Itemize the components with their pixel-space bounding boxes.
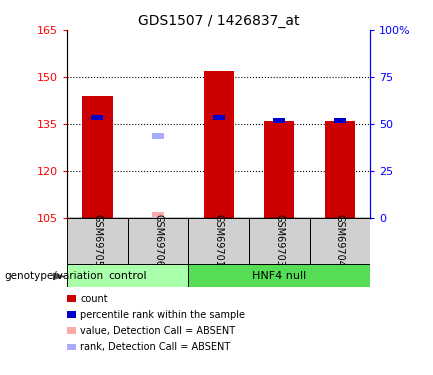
Text: HNF4 null: HNF4 null (252, 271, 307, 280)
Bar (188, 264, 370, 287)
Bar (67, 264, 188, 287)
Bar (67, 217, 128, 264)
Text: rank, Detection Call = ABSENT: rank, Detection Call = ABSENT (80, 342, 230, 352)
Text: GSM69703: GSM69703 (274, 214, 284, 267)
Bar (188, 217, 249, 264)
Bar (264, 121, 294, 218)
Text: GSM69701: GSM69701 (213, 214, 224, 267)
Bar (249, 217, 310, 264)
Text: count: count (80, 294, 108, 303)
Bar (325, 121, 355, 218)
Bar (334, 118, 346, 123)
Text: GSM69704: GSM69704 (335, 214, 345, 267)
Bar (91, 115, 103, 120)
Bar (213, 115, 225, 120)
Bar (273, 118, 285, 123)
Polygon shape (53, 273, 66, 280)
Text: genotype/variation: genotype/variation (4, 272, 103, 281)
Text: percentile rank within the sample: percentile rank within the sample (80, 310, 245, 320)
Text: value, Detection Call = ABSENT: value, Detection Call = ABSENT (80, 326, 235, 336)
Bar (204, 70, 234, 217)
Bar (152, 134, 164, 139)
Text: GSM69706: GSM69706 (153, 214, 163, 267)
Title: GDS1507 / 1426837_at: GDS1507 / 1426837_at (138, 13, 299, 28)
Bar (82, 96, 113, 218)
Bar (128, 217, 188, 264)
Text: GSM69705: GSM69705 (92, 214, 103, 267)
Text: control: control (108, 271, 147, 280)
Bar (310, 217, 370, 264)
Bar (152, 211, 164, 217)
